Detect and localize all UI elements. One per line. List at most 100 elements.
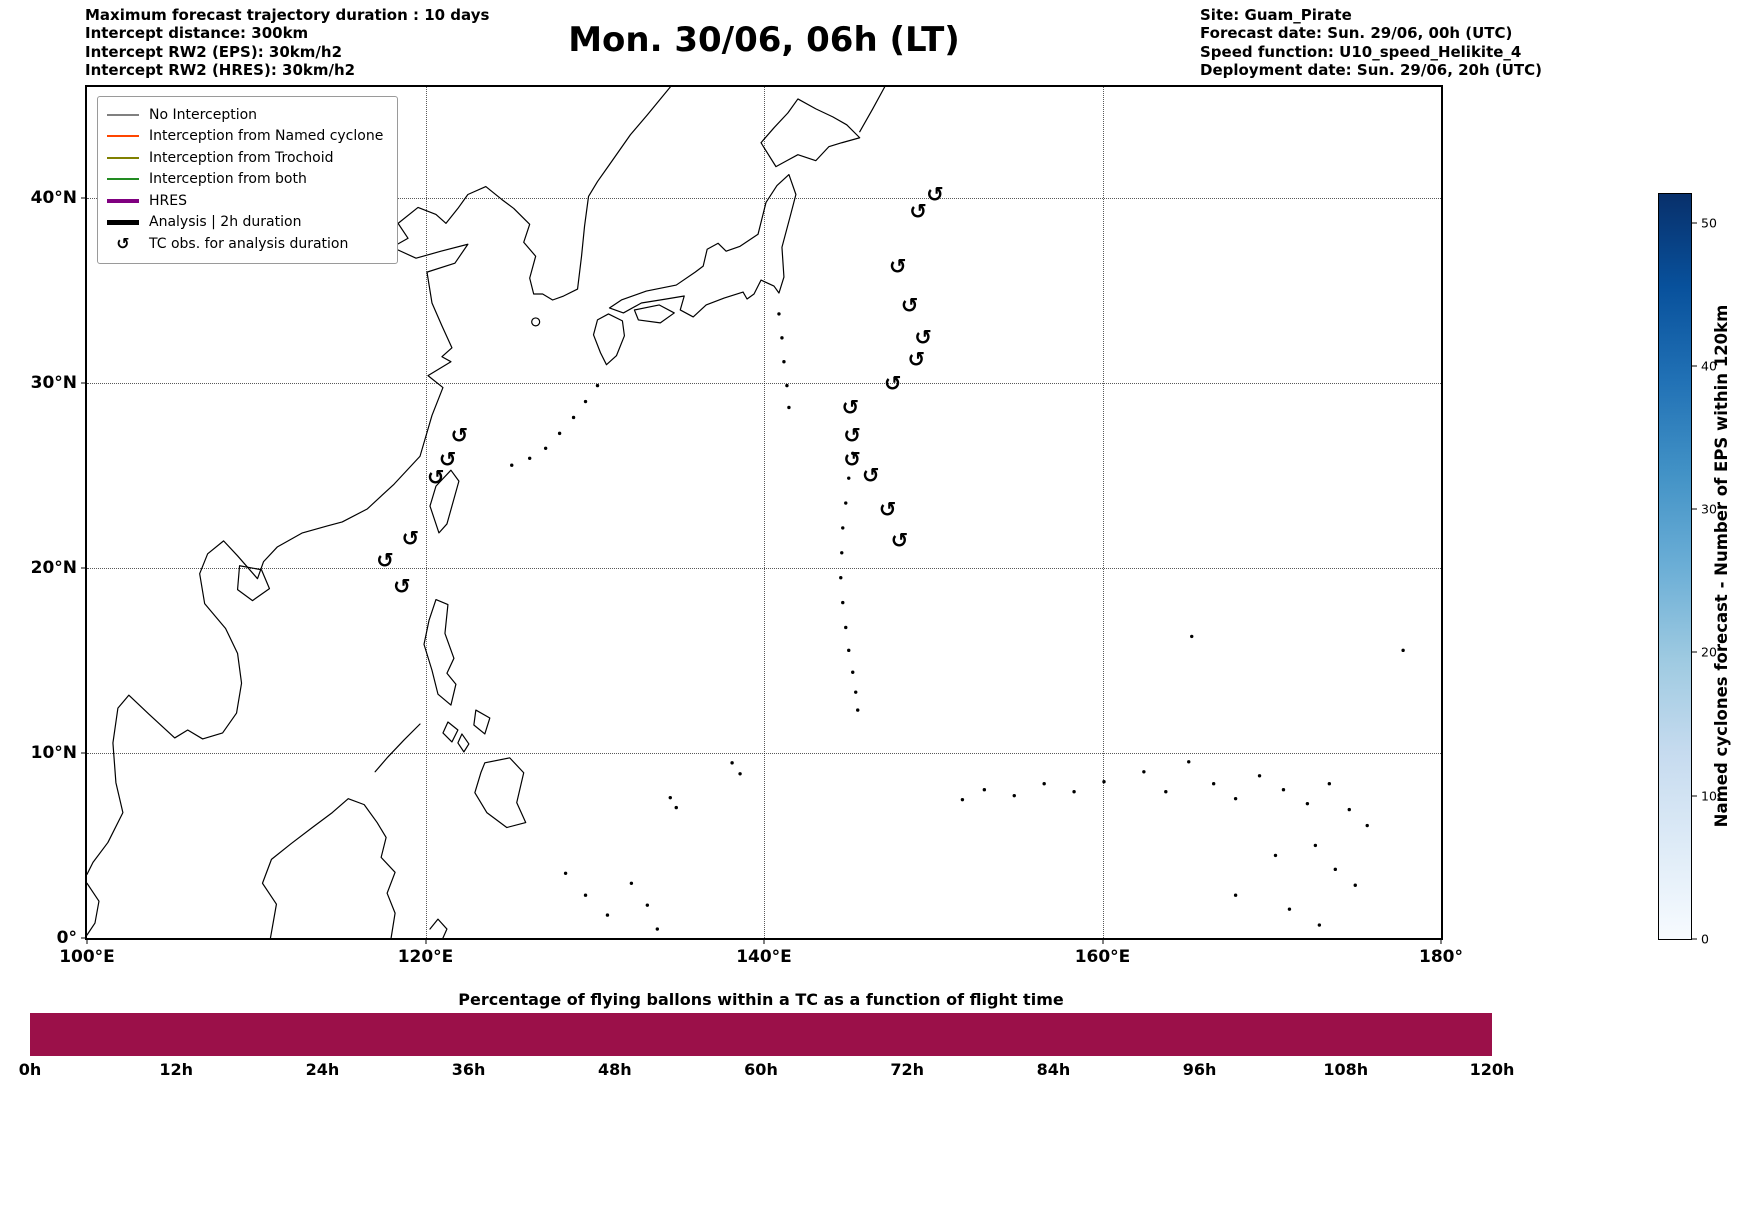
legend-item: ↺ TC obs. for analysis duration bbox=[107, 233, 383, 255]
flight-time-tick-label: 96h bbox=[1182, 1060, 1217, 1079]
flight-time-tick-label: 60h bbox=[744, 1060, 778, 1079]
x-axis-tick-label: 140°E bbox=[736, 947, 792, 967]
legend-item: Interception from both bbox=[107, 169, 383, 191]
coastline-luzon bbox=[423, 598, 457, 706]
x-tick-mark bbox=[86, 938, 88, 944]
colorbar-axis-label: Named cyclones forecast - Number of EPS … bbox=[1712, 304, 1731, 828]
colorbar-tick: 40 bbox=[1691, 358, 1717, 373]
deployment-date-line: Deployment date: Sun. 29/06, 20h (UTC) bbox=[1200, 60, 1543, 79]
coastline-palawan bbox=[374, 723, 421, 773]
tc-observation-marker: ↺ bbox=[888, 254, 907, 279]
y-axis-tick-label: 0° bbox=[56, 928, 77, 948]
tc-observation-marker: ↺ bbox=[426, 465, 445, 490]
y-axis-tick-label: 10°N bbox=[30, 743, 77, 763]
coastline-kuril-islands bbox=[859, 87, 886, 133]
colorbar-tick: 10 bbox=[1691, 788, 1717, 803]
legend-line-sample bbox=[107, 156, 139, 159]
run-parameters-block: Maximum forecast trajectory duration : 1… bbox=[85, 6, 489, 79]
y-tick-mark bbox=[81, 382, 87, 384]
coastline-hokkaido bbox=[760, 98, 861, 168]
legend-item-label: Interception from Named cyclone bbox=[149, 128, 384, 145]
legend-item: Analysis | 2h duration bbox=[107, 212, 383, 234]
x-tick-mark bbox=[763, 938, 765, 944]
small-islands-dots bbox=[510, 312, 1405, 931]
param-line-rw2-eps: Intercept RW2 (EPS): 30km/h2 bbox=[85, 42, 342, 61]
legend-line-sample bbox=[107, 135, 139, 138]
flight-time-tick-label: 120h bbox=[1469, 1060, 1515, 1079]
coastline-samar bbox=[473, 709, 491, 735]
tc-observation-marker: ↺ bbox=[861, 464, 880, 489]
legend-sample bbox=[107, 178, 139, 181]
colorbar: 0 10 20 30 40 50 bbox=[1658, 193, 1717, 947]
gridline-vertical bbox=[425, 87, 427, 938]
x-axis-tick-label: 100°E bbox=[59, 947, 115, 967]
site-line: Site: Guam_Pirate bbox=[1200, 6, 1352, 24]
tc-observation-marker: ↺ bbox=[401, 526, 420, 551]
legend-items: No Interception Interception from Named c… bbox=[107, 104, 383, 255]
forecast-date-line: Forecast date: Sun. 29/06, 00h (UTC) bbox=[1200, 24, 1513, 43]
legend-sample bbox=[107, 135, 139, 138]
tc-observation-marker: ↺ bbox=[376, 549, 394, 574]
colorbar-tick-label: 40 bbox=[1701, 358, 1717, 374]
coastline-kyushu bbox=[592, 313, 626, 366]
coastline-asia-mainland bbox=[87, 87, 671, 875]
flight-time-tick-label: 84h bbox=[1036, 1060, 1071, 1079]
flight-time-axis: 0h 12h 24h 36h 48h 60h 72h 84h 96h 108h 120h bbox=[19, 1060, 1515, 1086]
tc-observation-marker: ↺ bbox=[843, 423, 861, 448]
colorbar-tick: 50 bbox=[1691, 215, 1717, 230]
legend-item-label: Analysis | 2h duration bbox=[149, 214, 302, 231]
gridline-horizontal bbox=[87, 383, 1441, 384]
legend-item-label: Interception from both bbox=[149, 171, 307, 188]
colorbar-tick-mark bbox=[1691, 795, 1697, 797]
tc-observation-marker: ↺ bbox=[883, 371, 902, 396]
legend-item: No Interception bbox=[107, 104, 383, 126]
tc-observation-marker: ↺ bbox=[438, 447, 457, 472]
flight-time-percentage-bar bbox=[30, 1013, 1492, 1056]
y-tick-mark bbox=[81, 752, 87, 754]
y-tick-mark bbox=[81, 567, 87, 569]
tc-observation-marker: ↺ bbox=[450, 423, 469, 448]
legend-item: Interception from Trochoid bbox=[107, 147, 383, 169]
flight-time-tick-label: 72h bbox=[890, 1060, 925, 1079]
colorbar-tick-mark bbox=[1691, 222, 1697, 224]
tc-observation-marker: ↺ bbox=[878, 497, 897, 522]
coastline-malay-corner bbox=[87, 882, 100, 936]
flight-time-tick-label: 12h bbox=[159, 1060, 194, 1079]
x-tick-mark bbox=[425, 938, 426, 944]
y-tick-mark bbox=[81, 937, 87, 939]
legend-line-sample bbox=[107, 198, 139, 203]
legend-sample bbox=[107, 113, 139, 116]
colorbar-tick-label: 10 bbox=[1701, 788, 1717, 804]
legend-line-sample bbox=[107, 178, 139, 181]
colorbar-tick: 30 bbox=[1691, 502, 1717, 517]
legend-item: HRES bbox=[107, 190, 383, 212]
site-info-block: Site: Guam_Pirate Forecast date: Sun. 29… bbox=[1200, 6, 1542, 79]
gridline-vertical bbox=[1102, 87, 1104, 938]
colorbar-tick-mark bbox=[1691, 365, 1697, 367]
coastline-taiwan bbox=[429, 469, 460, 534]
island-jeju bbox=[531, 317, 541, 327]
legend-item-label: TC obs. for analysis duration bbox=[149, 235, 349, 252]
legend-sample bbox=[107, 156, 139, 159]
colorbar-tick: 0 bbox=[1691, 932, 1709, 947]
gridline-horizontal bbox=[87, 198, 1441, 199]
x-tick-mark bbox=[1440, 938, 1442, 944]
gridline-horizontal bbox=[87, 753, 1441, 754]
flight-time-tick-label: 108h bbox=[1323, 1060, 1369, 1079]
legend: No Interception Interception from Named c… bbox=[97, 96, 399, 264]
legend-item-label: No Interception bbox=[149, 106, 258, 123]
colorbar-tick-mark bbox=[1691, 508, 1697, 510]
x-axis-tick-label: 120°E bbox=[397, 947, 454, 967]
x-axis-tick-label: 180° bbox=[1419, 947, 1463, 967]
legend-sample bbox=[107, 220, 139, 225]
coastlines-map bbox=[87, 87, 1405, 938]
param-line-rw2-hres: Intercept RW2 (HRES): 30km/h2 bbox=[85, 60, 356, 79]
tc-observation-marker: ↺ bbox=[926, 182, 944, 207]
colorbar-gradient bbox=[1659, 194, 1691, 939]
coastline-shikoku bbox=[633, 304, 675, 324]
tc-observation-marker: ↺ bbox=[909, 199, 927, 224]
tc-marker-icon: ↺ bbox=[116, 233, 130, 253]
tc-observation-marker: ↺ bbox=[907, 347, 926, 372]
gridline-vertical bbox=[764, 87, 765, 938]
